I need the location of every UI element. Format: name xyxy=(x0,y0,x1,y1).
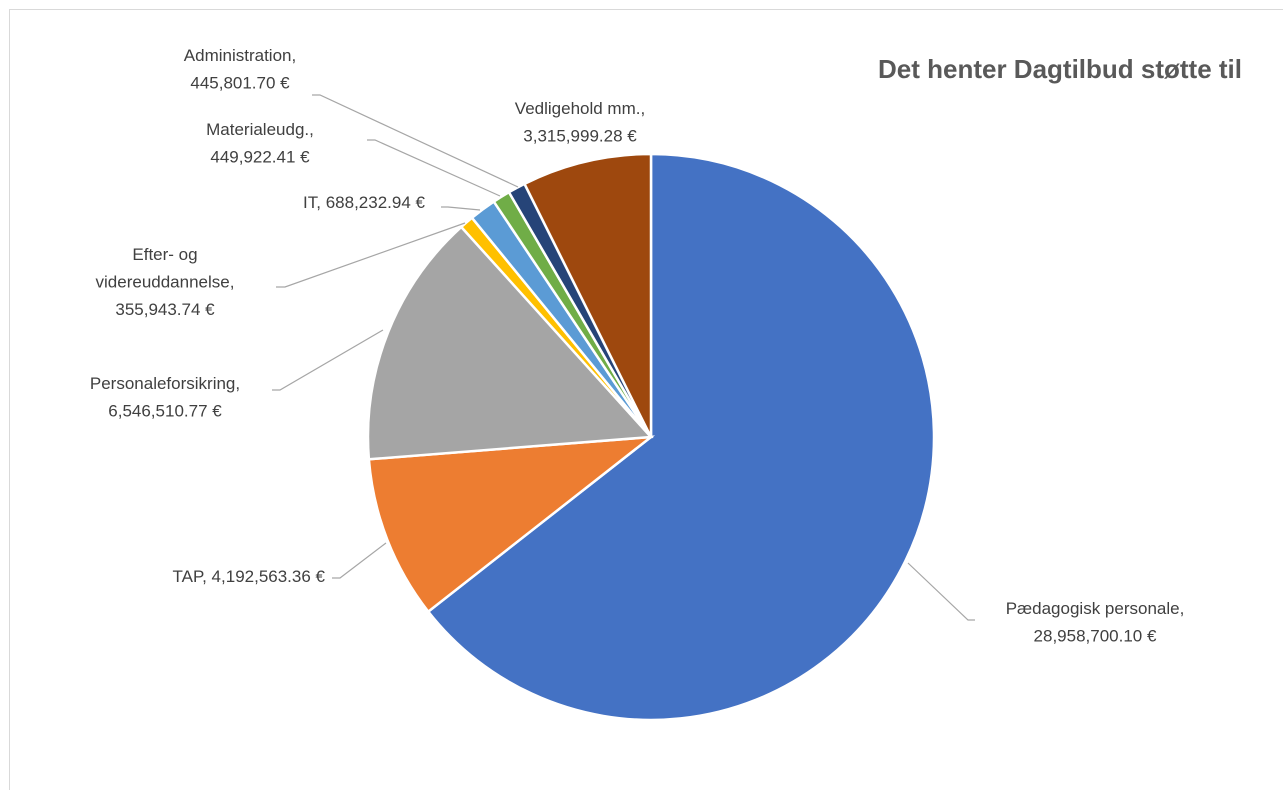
data-label-line: TAP, 4,192,563.36 € xyxy=(173,567,326,586)
data-label: Administration, 445,801.70 € xyxy=(184,46,296,93)
leader-line xyxy=(312,94,519,188)
data-label: IT, 688,232.94 € xyxy=(303,193,425,212)
data-label-line: IT, 688,232.94 € xyxy=(303,193,425,212)
data-label-line: Administration, xyxy=(184,46,296,65)
pie-slice xyxy=(367,435,656,614)
data-label: Vedligehold mm., 3,315,999.28 € xyxy=(515,99,645,146)
pie-slice xyxy=(366,225,654,461)
data-label: Pædagogisk personale, 28,958,700.10 € xyxy=(1006,599,1185,646)
data-label-line: 355,943.74 € xyxy=(115,300,215,319)
data-label-line: Efter- og xyxy=(132,245,197,264)
data-label-line: 3,315,999.28 € xyxy=(523,127,637,146)
data-label: TAP, 4,192,563.36 € xyxy=(173,567,326,586)
data-label-line: Pædagogisk personale, xyxy=(1006,599,1185,618)
data-label: Personaleforsikring, 6,546,510.77 € xyxy=(90,374,240,421)
leader-line xyxy=(332,542,387,579)
data-label-line: 449,922.41 € xyxy=(210,148,310,167)
data-label-line: 445,801.70 € xyxy=(190,74,290,93)
data-label: Materialeudg., 449,922.41 € xyxy=(206,120,314,167)
data-label-line: videreuddannelse, xyxy=(96,273,235,292)
data-label-line: Materialeudg., xyxy=(206,120,314,139)
data-label: Efter- og videreuddannelse, 355,943.74 € xyxy=(96,245,235,319)
pie-slice xyxy=(522,152,653,438)
leader-line xyxy=(907,562,975,621)
leader-line xyxy=(272,329,384,391)
data-label-line: 6,546,510.77 € xyxy=(108,402,222,421)
leader-line xyxy=(367,139,501,197)
data-label-line: Personaleforsikring, xyxy=(90,374,240,393)
data-label-line: Vedligehold mm., xyxy=(515,99,645,118)
chart-title: Det henter Dagtilbud støtte til xyxy=(878,54,1242,84)
data-label-line: 28,958,700.10 € xyxy=(1034,627,1157,646)
leader-line xyxy=(276,222,466,288)
leader-line xyxy=(441,206,481,211)
pie-slice xyxy=(426,152,936,722)
